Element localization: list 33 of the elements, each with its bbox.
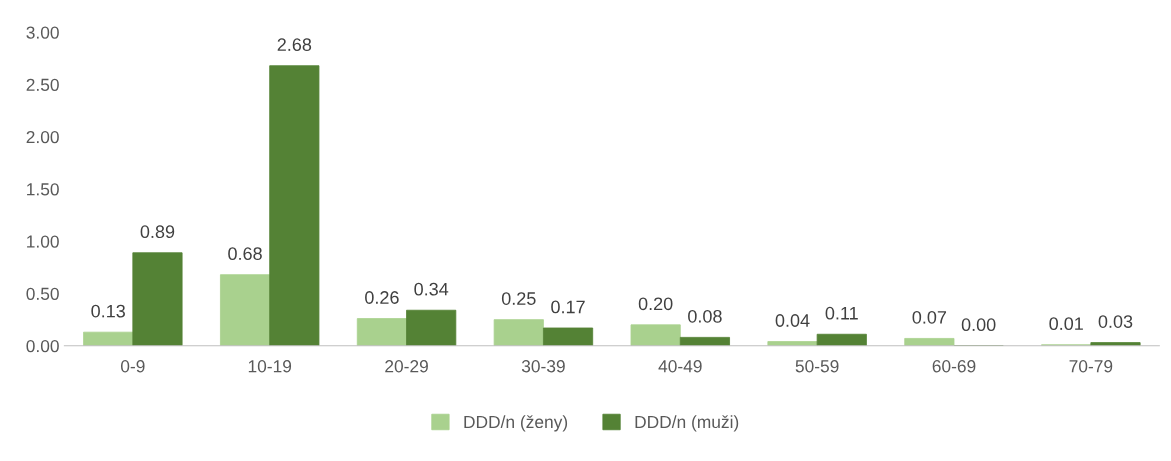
data-label: 0.01 xyxy=(1049,317,1083,331)
x-tick-label: 20-29 xyxy=(385,360,428,373)
data-label: 0.26 xyxy=(365,291,399,304)
x-tick-label: 40-49 xyxy=(658,360,702,373)
legend-label: DDD/n (muži) xyxy=(635,415,739,432)
data-label: 2.68 xyxy=(277,38,312,52)
x-tick-label: 60-69 xyxy=(932,360,976,373)
data-label: 0.00 xyxy=(961,318,996,332)
x-tick-label: 10-19 xyxy=(248,360,292,373)
y-tick-label: 2.00 xyxy=(26,130,59,144)
y-tick-label: 0.00 xyxy=(26,339,59,353)
data-label: 0.25 xyxy=(501,292,536,305)
data-label: 0.68 xyxy=(228,247,262,261)
y-tick-label: 0.50 xyxy=(26,287,59,300)
x-tick-label: 30-39 xyxy=(521,360,565,373)
y-tick-label: 2.50 xyxy=(26,78,59,91)
y-tick-label: 1.00 xyxy=(27,235,59,248)
data-label: 0.13 xyxy=(91,304,125,318)
x-tick-label: 70-79 xyxy=(1069,360,1113,373)
data-label: 0.03 xyxy=(1098,315,1133,328)
data-label: 0.20 xyxy=(638,297,673,311)
y-tick-label: 1.50 xyxy=(27,183,59,196)
data-label: 0.34 xyxy=(414,282,449,296)
legend-label: DDD/n (ženy) xyxy=(464,415,568,432)
data-label: 0.11 xyxy=(825,306,858,320)
data-label: 0.07 xyxy=(912,310,947,324)
data-label: 0.17 xyxy=(551,300,585,314)
x-tick-label: 0-9 xyxy=(120,360,145,373)
y-tick-label: 3.00 xyxy=(26,26,59,39)
x-tick-label: 50-59 xyxy=(795,360,839,373)
data-label: 0.08 xyxy=(688,309,722,323)
data-label: 0.89 xyxy=(140,225,175,239)
data-label: 0.04 xyxy=(775,314,810,327)
